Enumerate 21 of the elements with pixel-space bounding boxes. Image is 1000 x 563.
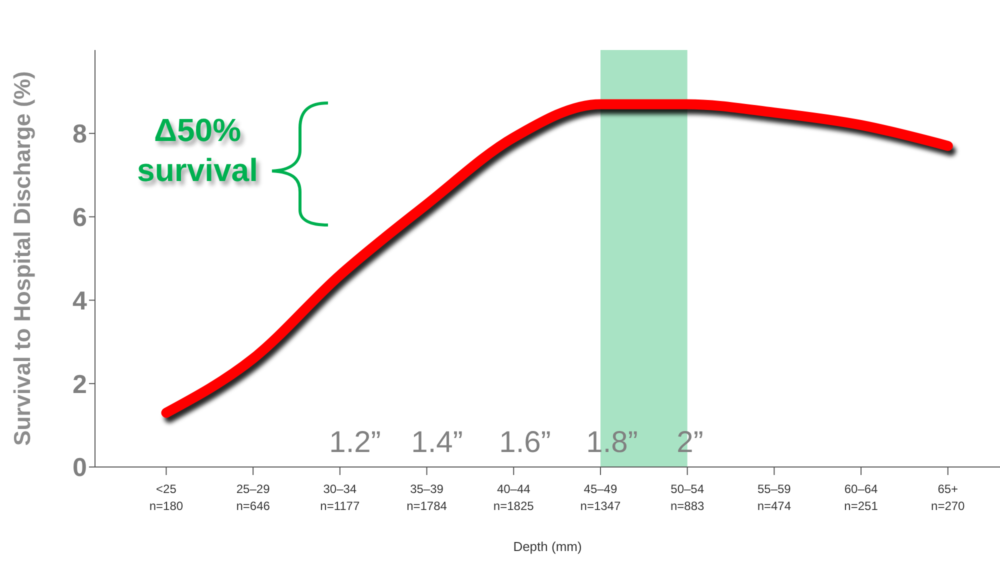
x-tick-label: 25–29 n=646 — [236, 482, 270, 513]
x-tick-label: 60–64 n=251 — [844, 482, 878, 513]
x-tick-label: 35–39 n=1784 — [406, 482, 448, 513]
annotation: Δ50% survival — [136, 111, 259, 190]
annotation: 1.2” — [328, 426, 382, 460]
y-axis-title: Survival to Hospital Discharge (%) — [9, 71, 36, 446]
y-tick-label: 8 — [72, 118, 87, 149]
y-tick-label: 2 — [72, 368, 87, 399]
x-tick-label: 55–59 n=474 — [757, 482, 792, 513]
x-tick-label: 45–49 n=1347 — [580, 482, 621, 513]
annotation: 1.6” — [498, 426, 552, 460]
y-tick-label: 6 — [72, 202, 87, 232]
y-tick-label: 4 — [72, 285, 88, 316]
annotation: 1.4” — [410, 426, 464, 460]
x-axis-title: Depth (mm) — [513, 539, 582, 554]
x-tick-label: <25 n=180 — [149, 482, 184, 513]
x-tick-label: 65+ n=270 — [931, 482, 966, 513]
y-tick-label: 0 — [72, 452, 87, 482]
x-tick-label: 30–34 n=1177 — [320, 482, 360, 513]
x-tick-label: 50–54 n=883 — [670, 482, 705, 513]
x-tick-label: 40–44 n=1825 — [493, 482, 534, 513]
